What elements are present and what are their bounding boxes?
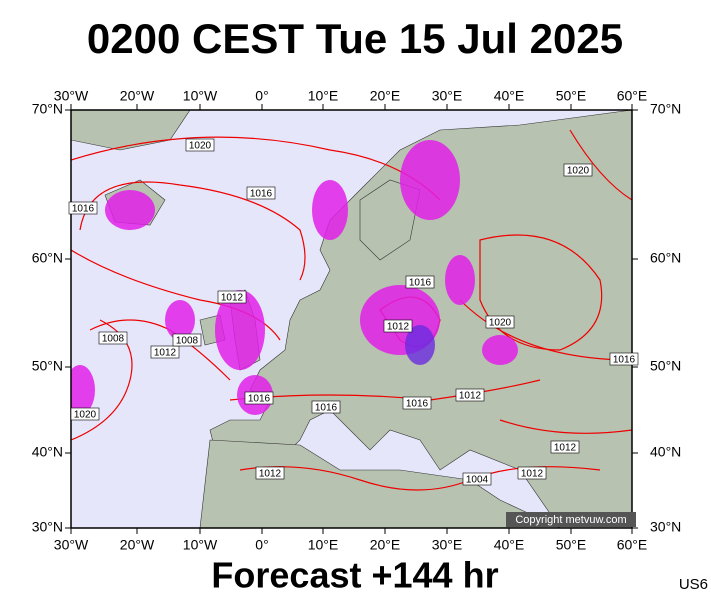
lon-label: 60°E (617, 88, 648, 104)
lon-label: 20°W (120, 537, 155, 553)
lon-label: 10°W (183, 537, 218, 553)
isobar-label: 1012 (154, 348, 177, 359)
isobar-label: 1016 (406, 399, 429, 410)
lon-label: 20°W (120, 88, 155, 104)
isobar-label: 1012 (554, 443, 577, 454)
isobar-label-box (462, 472, 492, 486)
lon-label: 20°E (370, 88, 401, 104)
lon-label: 50°E (556, 537, 587, 553)
isobar (79, 181, 306, 281)
labels: 30°W 30°W 20°W 20°W 10°W 10°W 0° 0° 10°E 10°E 20°E… (32, 88, 682, 553)
forecast-label: Forecast +144 hr (211, 555, 498, 596)
isobar-label-box (217, 290, 247, 304)
lon-label: 10°W (183, 88, 218, 104)
lon-label: 60°E (617, 537, 648, 553)
precip-area (215, 290, 265, 370)
map-frame (70, 109, 633, 529)
isobar-label: 1020 (74, 410, 97, 421)
lat-label: 30°N (32, 519, 63, 535)
lon-label: 40°E (494, 537, 525, 553)
isobar-label-box (609, 352, 639, 366)
copyright: Copyright metvuw.com (515, 514, 626, 526)
precip-area (482, 335, 518, 365)
lon-label: 30°W (54, 88, 89, 104)
precip-area (105, 190, 155, 230)
isobar (479, 234, 603, 351)
isobar-label: 1016 (613, 355, 636, 366)
lon-label: 30°E (432, 537, 463, 553)
tag: US6 (679, 576, 708, 593)
lon-label: 50°E (556, 88, 587, 104)
lat-label: 40°N (650, 444, 681, 460)
isobar-label: 1016 (409, 278, 432, 289)
isobar-label: 1020 (567, 166, 590, 177)
isobar-label-box (550, 440, 580, 454)
isobar-label: 1008 (102, 334, 125, 345)
precip-area (312, 180, 348, 240)
isobar-label: 1008 (176, 336, 199, 347)
lon-label: 10°E (308, 537, 339, 553)
isobar-label-box (98, 331, 128, 345)
isobar-label: 1012 (387, 322, 410, 333)
isobar-label-box (563, 163, 593, 177)
lat-label: 60°N (32, 250, 63, 266)
isobar-label-box (383, 319, 413, 333)
isobar (459, 299, 632, 361)
precip-area (165, 300, 195, 340)
isobar-label: 1012 (259, 469, 282, 480)
copyright-box (506, 512, 636, 527)
isobar-label-box (402, 396, 432, 410)
isobar-label: 1012 (221, 293, 244, 304)
isobar-label: 1012 (521, 469, 544, 480)
isobar-label-box (311, 400, 341, 414)
title: 0200 CEST Tue 15 Jul 2025 (87, 15, 623, 62)
precip-area (71, 365, 95, 415)
lat-label: 70°N (650, 101, 681, 117)
isobar (499, 419, 632, 434)
lon-label: 20°E (370, 537, 401, 553)
land (71, 110, 191, 151)
isobar-label-box (244, 391, 274, 405)
lat-label: 50°N (650, 358, 681, 374)
lon-label: 30°E (432, 88, 463, 104)
lon-label: 0° (255, 88, 268, 104)
isobar-label-box (246, 186, 276, 200)
isobar-label-box (455, 388, 485, 402)
isobar-label-box (517, 466, 547, 480)
isobar-label: 1020 (489, 318, 512, 329)
isobar-label-box (255, 466, 285, 480)
isobar-label: 1016 (248, 394, 271, 405)
isobar-label-box (485, 315, 515, 329)
isobar-label: 1016 (72, 204, 95, 215)
isobar-label: 1016 (250, 189, 273, 200)
precip-area (445, 255, 475, 305)
isobar-label-box (172, 333, 202, 347)
lat-label: 60°N (650, 250, 681, 266)
isobar-label-box (150, 345, 180, 359)
lon-label: 30°W (54, 537, 89, 553)
isobar-label-box (70, 407, 100, 421)
isobar (569, 129, 632, 201)
isobar-label-box (68, 201, 98, 215)
precip-area (400, 140, 460, 220)
lon-label: 40°E (494, 88, 525, 104)
isobar-label: 1004 (466, 475, 489, 486)
lon-label: 0° (255, 537, 268, 553)
lat-label: 30°N (650, 519, 681, 535)
lon-label: 10°E (308, 88, 339, 104)
precip-area (405, 325, 435, 365)
isobar-label: 1012 (459, 391, 482, 402)
isobar-label: 1020 (189, 141, 212, 152)
lat-label: 40°N (32, 444, 63, 460)
isobar-label: 1016 (315, 403, 338, 414)
map-body (71, 110, 632, 528)
lat-label: 70°N (32, 101, 63, 117)
lat-label: 50°N (32, 358, 63, 374)
isobar-label-box (405, 275, 435, 289)
isobar-label-box (185, 138, 215, 152)
